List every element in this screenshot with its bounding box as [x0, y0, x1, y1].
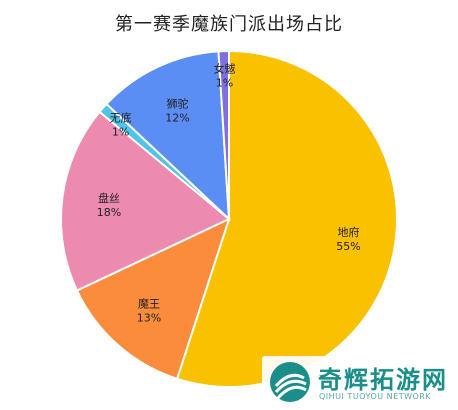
slice-name-label: 魔王 — [138, 297, 160, 311]
slice-value-label: 1% — [112, 126, 129, 139]
slice-name-label: 无底 — [110, 111, 132, 125]
slice-value-label: 12% — [165, 112, 189, 125]
pie-slice-4 — [105, 50, 231, 222]
site-subtitle: QIHUI TUOYOU NETWORK — [319, 392, 432, 401]
slice-name-label: 狮驼 — [167, 97, 189, 111]
pie-slices — [59, 49, 398, 388]
slice-name-label: 女魃 — [214, 62, 236, 76]
pie-slice-5 — [217, 49, 230, 220]
slice-value-label: 1% — [216, 77, 233, 90]
slice-name-label: 地府 — [338, 225, 360, 239]
site-name: 奇辉拓游网 — [318, 366, 448, 394]
slice-value-label: 13% — [137, 312, 161, 325]
slice-name-label: 盘丝 — [98, 191, 120, 205]
pie-slice-2 — [59, 110, 231, 292]
chart-title: 第一赛季魔族门派出场占比 — [115, 14, 343, 35]
site-watermark: 奇辉拓游网 QIHUI TUOYOU NETWORK — [262, 356, 454, 408]
pie-slice-0 — [175, 49, 398, 388]
slice-value-label: 55% — [336, 240, 360, 253]
site-logo-icon — [270, 362, 310, 402]
slice-value-label: 18% — [97, 206, 121, 219]
pie-slice-1 — [75, 217, 231, 381]
